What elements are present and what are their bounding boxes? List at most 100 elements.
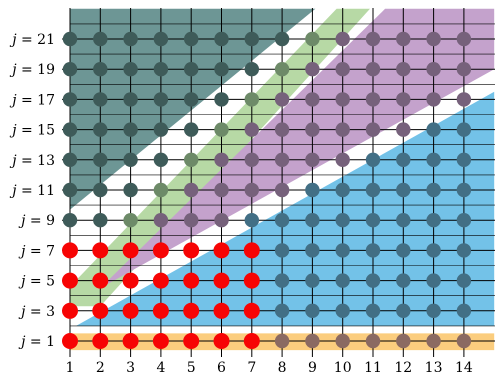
point-purple <box>274 182 290 198</box>
point-blue <box>365 213 381 228</box>
y-tick-label: j = 21 <box>9 32 55 48</box>
point-dark <box>62 182 78 198</box>
point-purple <box>426 61 441 77</box>
point-dark <box>244 31 259 47</box>
point-dark <box>123 31 138 47</box>
point-red <box>213 242 230 259</box>
point-red <box>152 333 169 349</box>
point-red <box>213 333 230 349</box>
point-purple <box>335 92 350 107</box>
point-blue <box>365 243 381 258</box>
point-blue <box>426 122 441 137</box>
point-red <box>122 302 139 319</box>
y-tick-label: j = 3 <box>18 304 55 320</box>
point-purple <box>426 31 441 47</box>
point-purple <box>184 213 199 228</box>
point-dark <box>153 31 169 47</box>
point-blue <box>396 243 411 258</box>
point-green <box>244 92 259 107</box>
point-dark <box>62 61 78 77</box>
point-blue <box>365 152 381 167</box>
x-tick-label: 9 <box>308 360 317 375</box>
point-red <box>62 242 78 259</box>
point-dark <box>123 152 138 167</box>
x-tick-label: 5 <box>187 360 196 375</box>
point-green <box>305 31 320 47</box>
point-dark <box>62 122 78 137</box>
point-purple <box>274 152 290 167</box>
point-purple <box>305 61 320 77</box>
point-blue <box>426 303 441 318</box>
point-green <box>184 152 199 167</box>
region-purple <box>100 8 495 289</box>
point-purple <box>244 122 259 137</box>
point-blue <box>274 303 290 318</box>
point-blue <box>365 273 381 288</box>
y-tick-label: j = 13 <box>9 153 55 169</box>
point-blue <box>274 213 290 228</box>
point-blue <box>396 273 411 288</box>
point-red <box>213 272 230 289</box>
point-green <box>214 122 229 137</box>
point-red <box>183 302 200 319</box>
x-tick-label: 1 <box>66 360 75 375</box>
point-purple <box>396 31 411 47</box>
x-tick-label: 12 <box>394 360 412 375</box>
point-red <box>183 242 200 259</box>
point-dark <box>93 182 108 198</box>
point-purple <box>214 213 229 228</box>
point-purple <box>335 152 350 167</box>
y-tick-label: j = 19 <box>9 62 55 78</box>
point-blue <box>335 243 350 258</box>
point-dark <box>153 122 169 137</box>
point-purple <box>274 92 290 107</box>
point-blue <box>274 273 290 288</box>
x-tick-label: 8 <box>278 360 287 375</box>
point-blue <box>456 213 472 228</box>
x-tick-label: 2 <box>96 360 105 375</box>
point-blue <box>396 303 411 318</box>
point-blue <box>426 152 441 167</box>
point-dark <box>93 213 108 228</box>
point-red <box>243 242 260 259</box>
point-blue <box>396 213 411 228</box>
point-purple <box>365 92 381 107</box>
point-blue <box>456 243 472 258</box>
point-purple <box>396 61 411 77</box>
point-purple <box>456 61 472 77</box>
point-dark <box>153 152 169 167</box>
point-red <box>122 242 139 259</box>
point-blue <box>396 182 411 198</box>
point-dark <box>274 31 290 47</box>
y-tick-label: j = 1 <box>18 334 55 350</box>
point-dark <box>184 31 199 47</box>
point-purple <box>305 122 320 137</box>
point-blue <box>396 152 411 167</box>
point-purple <box>365 122 381 137</box>
point-red <box>243 272 260 289</box>
point-red <box>152 242 169 259</box>
point-dark <box>214 61 229 77</box>
point-blue <box>335 273 350 288</box>
x-tick-label: 3 <box>126 360 135 375</box>
point-red <box>152 302 169 319</box>
point-purple <box>214 182 229 198</box>
point-red <box>122 333 139 349</box>
point-dark <box>123 122 138 137</box>
region-blue <box>76 91 495 326</box>
point-dark <box>93 122 108 137</box>
x-tick-labels: 1 2 3 4 5 6 7 8 9 10 11 12 13 14 <box>66 360 473 375</box>
x-tick-label: 10 <box>334 360 352 375</box>
point-red <box>62 333 78 349</box>
point-blue <box>305 243 320 258</box>
point-red <box>213 302 230 319</box>
point-purple <box>396 122 411 137</box>
point-brown <box>365 333 381 349</box>
y-tick-label: j = 11 <box>9 183 55 199</box>
point-dark <box>62 152 78 167</box>
point-dark <box>244 61 259 77</box>
point-blue <box>335 213 350 228</box>
point-purple <box>274 122 290 137</box>
y-tick-label: j = 15 <box>9 123 55 139</box>
point-blue <box>365 182 381 198</box>
